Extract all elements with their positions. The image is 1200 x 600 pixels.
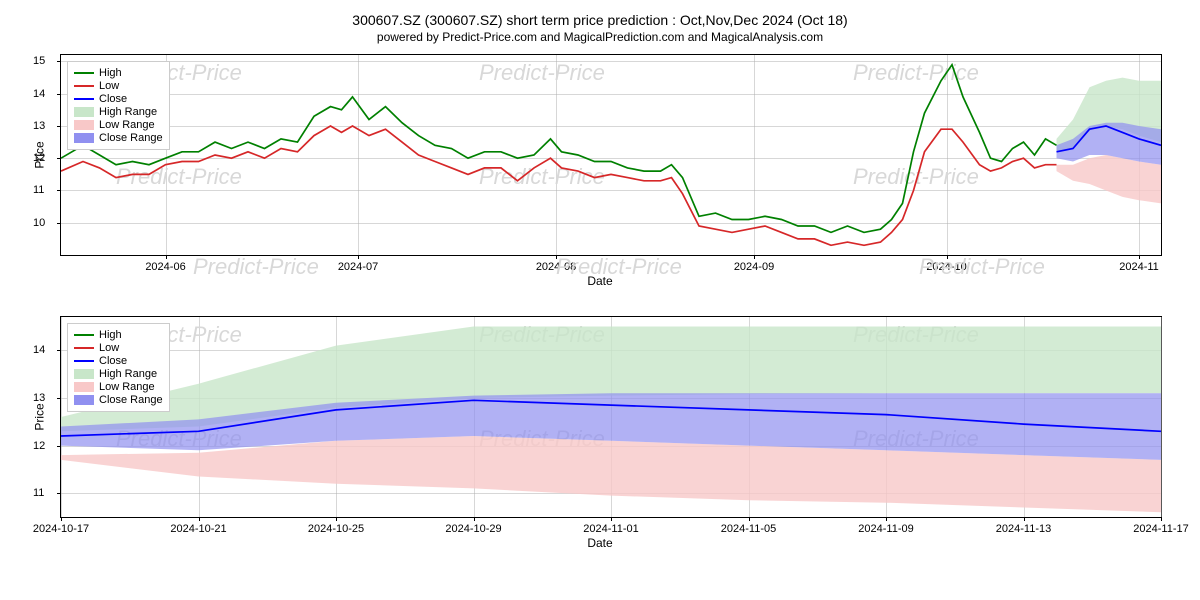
chart-svg (61, 317, 1161, 517)
xtick-label: 2024-11-01 (583, 523, 638, 535)
chart-svg (61, 55, 1161, 255)
ytick-label: 15 (33, 55, 45, 67)
legend-highrange-patch (74, 107, 94, 117)
legend-top: High Low Close High Range Low Range Clos… (67, 61, 170, 150)
legend-low-label: Low (99, 342, 119, 354)
legend-high-label: High (99, 67, 122, 79)
legend-high-line (74, 72, 94, 74)
ytick-label: 12 (33, 440, 45, 452)
xtick-label: 2024-11-17 (1133, 523, 1188, 535)
legend-low-line (74, 347, 94, 349)
legend-closerange-patch (74, 395, 94, 405)
xtick-label: 2024-10 (926, 261, 966, 273)
ytick-label: 14 (33, 344, 45, 356)
legend-close-line (74, 360, 94, 362)
xtick-label: 2024-11-05 (721, 523, 776, 535)
legend-close-label: Close (99, 355, 127, 367)
ytick-label: 11 (33, 184, 44, 196)
legend-highrange-label: High Range (99, 106, 157, 118)
legend-bottom: High Low Close High Range Low Range Clos… (67, 323, 170, 412)
xlabel-bottom: Date (10, 536, 1190, 550)
ytick-label: 13 (33, 120, 45, 132)
chart-top: Price High Low Close High Range Low Rang… (60, 54, 1162, 256)
legend-low-label: Low (99, 80, 119, 92)
legend-closerange-label: Close Range (99, 394, 163, 406)
legend-lowrange-label: Low Range (99, 381, 155, 393)
ytick-label: 11 (33, 487, 44, 499)
ytick-label: 12 (33, 152, 45, 164)
xtick-label: 2024-07 (338, 261, 378, 273)
xtick-label: 2024-10-25 (308, 523, 364, 535)
legend-high-label: High (99, 329, 122, 341)
xtick-label: 2024-10-21 (170, 523, 226, 535)
xtick-label: 2024-11-09 (858, 523, 913, 535)
legend-close-line (74, 98, 94, 100)
xtick-label: 2024-11-13 (996, 523, 1051, 535)
xtick-label: 2024-11 (1119, 261, 1159, 273)
chart-bottom: Price High Low Close High Range Low Rang… (60, 316, 1162, 518)
legend-highrange-label: High Range (99, 368, 157, 380)
legend-lowrange-patch (74, 120, 94, 130)
xtick-label: 2024-06 (145, 261, 185, 273)
xtick-label: 2024-09 (734, 261, 774, 273)
chart-container: 300607.SZ (300607.SZ) short term price p… (10, 12, 1190, 550)
legend-close-label: Close (99, 93, 127, 105)
xtick-label: 2024-08 (536, 261, 576, 273)
legend-high-line (74, 334, 94, 336)
legend-highrange-patch (74, 369, 94, 379)
legend-low-line (74, 85, 94, 87)
ytick-label: 10 (33, 217, 45, 229)
xtick-label: 2024-10-29 (445, 523, 501, 535)
legend-closerange-label: Close Range (99, 132, 163, 144)
legend-lowrange-label: Low Range (99, 119, 155, 131)
chart-title: 300607.SZ (300607.SZ) short term price p… (10, 12, 1190, 28)
legend-lowrange-patch (74, 382, 94, 392)
ylabel-bottom: Price (33, 403, 47, 430)
ytick-label: 14 (33, 88, 45, 100)
legend-closerange-patch (74, 133, 94, 143)
xlabel-top: Date (10, 274, 1190, 288)
ytick-label: 13 (33, 392, 45, 404)
xtick-label: 2024-10-17 (33, 523, 89, 535)
chart-subtitle: powered by Predict-Price.com and Magical… (10, 30, 1190, 44)
